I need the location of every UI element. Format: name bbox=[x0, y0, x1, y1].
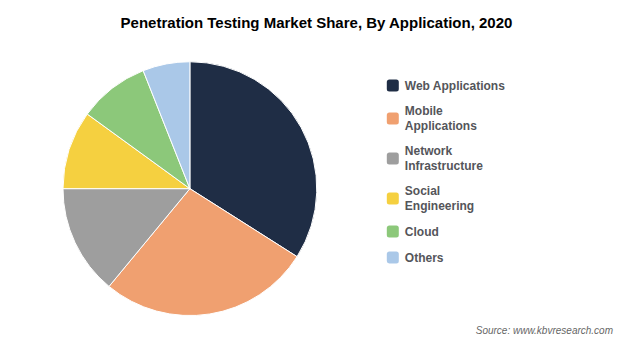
svg-text:Infrastructure: Infrastructure bbox=[405, 159, 483, 173]
svg-text:Social: Social bbox=[405, 184, 440, 198]
svg-text:Mobile: Mobile bbox=[405, 104, 443, 118]
svg-text:Cloud: Cloud bbox=[405, 225, 439, 239]
svg-text:Source: www.kbvresearch.com: Source: www.kbvresearch.com bbox=[476, 325, 613, 336]
svg-text:Applications: Applications bbox=[405, 119, 477, 133]
svg-text:Network: Network bbox=[405, 144, 453, 158]
svg-text:Web Applications: Web Applications bbox=[405, 79, 505, 93]
svg-text:Others: Others bbox=[405, 251, 444, 265]
svg-text:Penetration Testing Market Sha: Penetration Testing Market Share, By App… bbox=[121, 14, 513, 31]
svg-text:Engineering: Engineering bbox=[405, 199, 474, 213]
